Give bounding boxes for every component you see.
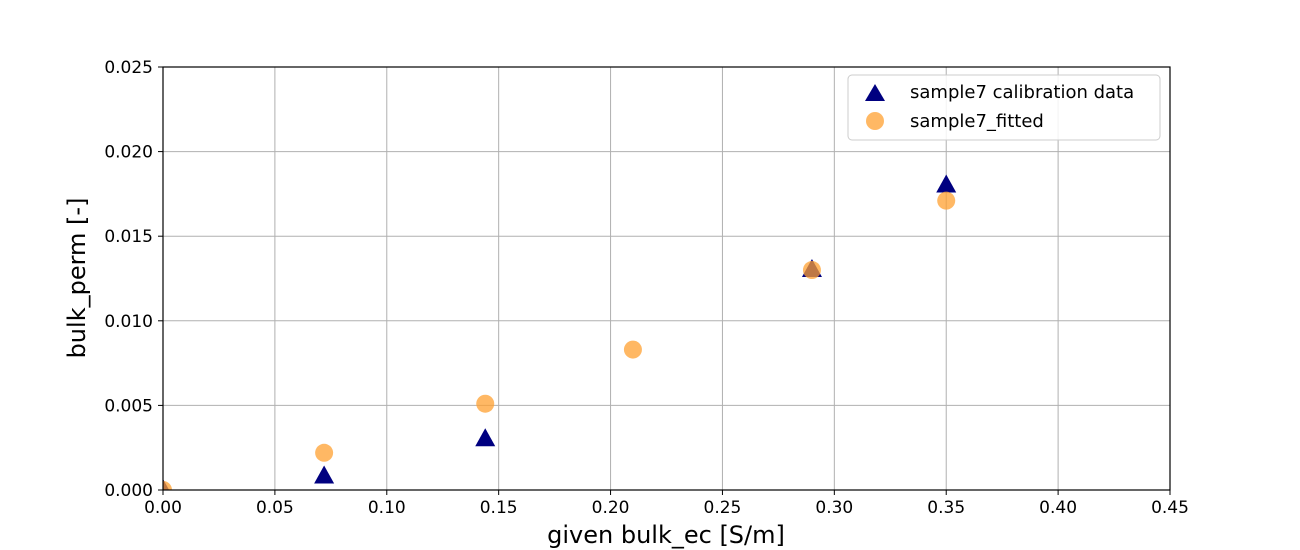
x-tick-label: 0.20 xyxy=(592,498,630,518)
legend-label-calibration: sample7 calibration data xyxy=(910,82,1134,103)
x-tick-label: 0.15 xyxy=(480,498,518,518)
x-tick-label: 0.00 xyxy=(144,498,182,518)
x-tick-label: 0.40 xyxy=(1039,498,1077,518)
x-tick-label: 0.45 xyxy=(1151,498,1189,518)
y-tick-label: 0.020 xyxy=(104,143,153,163)
fitted-point xyxy=(163,481,172,490)
legend-box xyxy=(847,74,1161,141)
calibration-point xyxy=(475,428,496,447)
legend-triangle-marker xyxy=(865,84,885,101)
x-axis-title: given bulk_ec [S/m] xyxy=(547,521,785,549)
legend: sample7 calibration data sample7_fitted xyxy=(847,74,1161,141)
fitted-point xyxy=(937,191,956,210)
calibration-point xyxy=(936,174,957,193)
x-tick-label: 0.25 xyxy=(704,498,742,518)
fitted-point xyxy=(315,443,334,462)
y-tick-label: 0.025 xyxy=(104,58,153,78)
y-axis-title: bulk_perm [-] xyxy=(63,198,91,359)
x-tick-label: 0.05 xyxy=(256,498,294,518)
y-tick-label: 0.015 xyxy=(104,227,153,247)
fitted-point xyxy=(476,394,495,413)
fitted-point xyxy=(802,261,821,280)
calibration-point xyxy=(314,465,335,484)
y-axis-ticks: 0.000 0.005 0.010 0.015 0.020 0.025 xyxy=(104,58,163,501)
y-tick-label: 0.005 xyxy=(104,396,153,416)
plot-frame xyxy=(162,66,1171,491)
plot-points xyxy=(163,174,957,490)
legend-circle-marker xyxy=(866,112,884,130)
x-tick-label: 0.10 xyxy=(368,498,406,518)
x-tick-label: 0.30 xyxy=(815,498,853,518)
y-tick-label: 0.000 xyxy=(104,481,153,501)
legend-label-fitted: sample7_fitted xyxy=(910,111,1044,132)
fitted-point xyxy=(623,340,642,359)
x-tick-label: 0.35 xyxy=(927,498,965,518)
y-tick-label: 0.010 xyxy=(104,312,153,332)
x-axis-ticks: 0.00 0.05 0.10 0.15 0.20 0.25 0.30 0.35 0.40 0.45 xyxy=(144,490,1189,518)
